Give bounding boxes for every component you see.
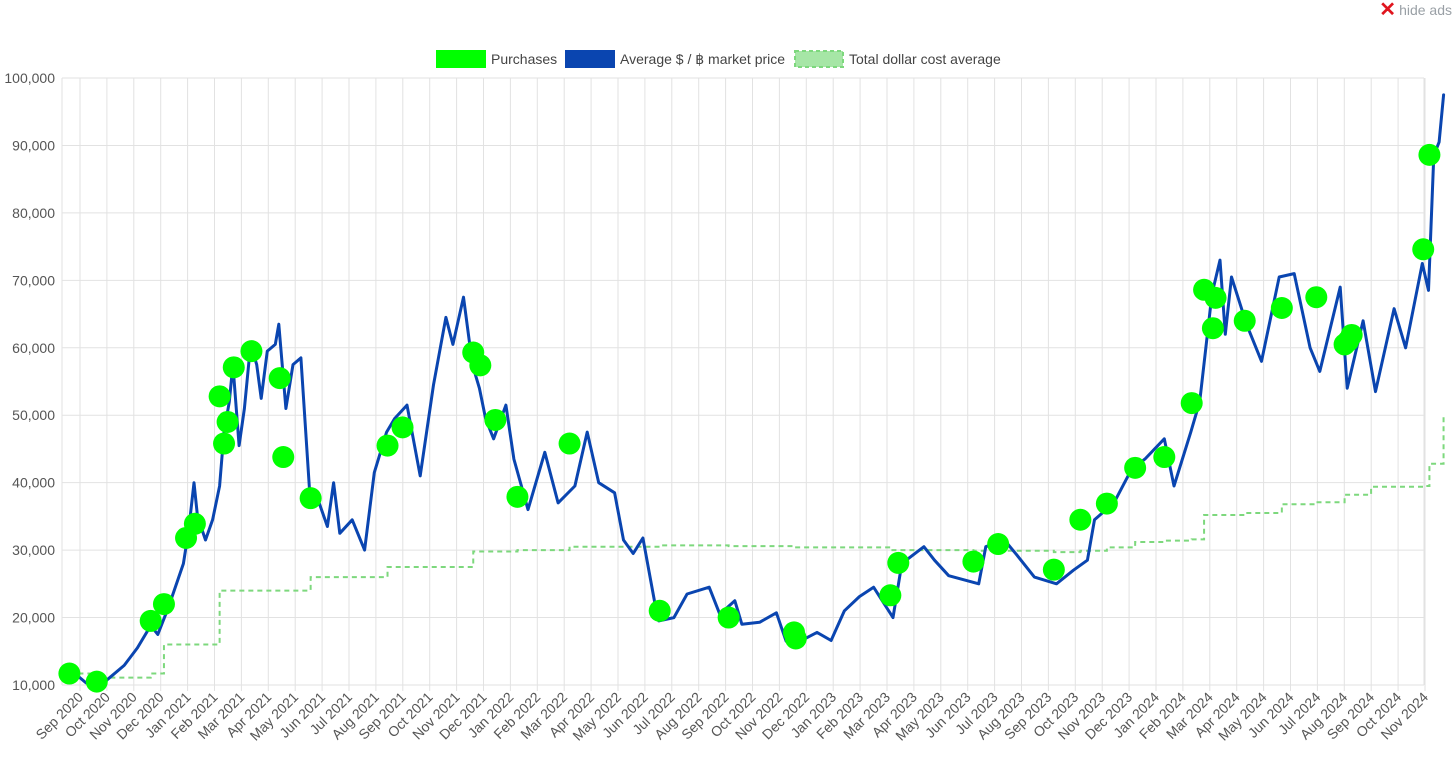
legend-dca-label: Total dollar cost average bbox=[849, 51, 1001, 67]
purchase-point bbox=[1180, 392, 1203, 415]
purchase-point bbox=[208, 385, 231, 408]
legend-dca-swatch bbox=[794, 50, 844, 68]
y-tick-label: 100,000 bbox=[4, 70, 55, 86]
purchase-point bbox=[1124, 456, 1147, 479]
y-tick-label: 40,000 bbox=[12, 475, 55, 491]
purchase-point bbox=[962, 550, 985, 573]
purchase-point bbox=[268, 367, 291, 390]
y-tick-label: 80,000 bbox=[12, 205, 55, 221]
legend-purchases-label: Purchases bbox=[491, 51, 557, 67]
purchase-point bbox=[484, 408, 507, 431]
purchase-point bbox=[987, 533, 1010, 556]
purchase-point bbox=[85, 670, 108, 693]
purchase-point bbox=[222, 356, 245, 379]
legend-purchases-swatch bbox=[436, 50, 486, 68]
purchase-point bbox=[391, 416, 414, 439]
purchase-point bbox=[1233, 309, 1256, 332]
hide-ads-button[interactable]: ✕ hide ads bbox=[1379, 0, 1452, 21]
purchase-point bbox=[558, 432, 581, 455]
y-tick-label: 60,000 bbox=[12, 340, 55, 356]
purchase-point bbox=[1412, 238, 1435, 261]
purchase-point bbox=[1418, 143, 1441, 166]
y-tick-label: 20,000 bbox=[12, 610, 55, 626]
purchase-point bbox=[1153, 446, 1176, 469]
purchase-point bbox=[240, 340, 263, 363]
purchase-points bbox=[58, 143, 1441, 693]
purchase-point bbox=[1204, 286, 1227, 309]
purchase-point bbox=[1270, 296, 1293, 319]
purchase-point bbox=[1201, 317, 1224, 340]
purchase-point bbox=[717, 606, 740, 629]
purchase-point bbox=[469, 354, 492, 377]
y-tick-label: 30,000 bbox=[12, 542, 55, 558]
purchase-point bbox=[58, 662, 81, 685]
purchase-point bbox=[879, 584, 902, 607]
purchase-point bbox=[1095, 492, 1118, 515]
purchase-point bbox=[1042, 558, 1065, 581]
purchase-point bbox=[183, 512, 206, 535]
y-tick-label: 70,000 bbox=[12, 272, 55, 288]
y-tick-label: 10,000 bbox=[12, 677, 55, 693]
purchase-point bbox=[152, 593, 175, 616]
purchase-point bbox=[139, 609, 162, 632]
grid-lines bbox=[61, 77, 1426, 691]
purchase-point bbox=[1340, 323, 1363, 346]
purchase-point bbox=[1305, 286, 1328, 309]
purchase-point bbox=[213, 432, 236, 455]
legend-market-price-swatch bbox=[565, 50, 615, 68]
purchase-point bbox=[376, 434, 399, 457]
dca-line bbox=[69, 417, 1445, 679]
purchase-point bbox=[887, 551, 910, 574]
legend-market-price-label: Average $ / ฿ market price bbox=[620, 51, 785, 67]
hide-ads-label: hide ads bbox=[1399, 2, 1452, 18]
purchase-point bbox=[299, 487, 322, 510]
purchase-point bbox=[272, 446, 295, 469]
purchase-point bbox=[216, 410, 239, 433]
purchase-point bbox=[784, 627, 807, 650]
y-tick-label: 90,000 bbox=[12, 137, 55, 153]
legend: Purchases Average $ / ฿ market price Total… bbox=[436, 50, 1001, 68]
purchase-point bbox=[1069, 508, 1092, 531]
y-tick-label: 50,000 bbox=[12, 407, 55, 423]
purchase-point bbox=[648, 599, 671, 622]
purchase-point bbox=[506, 485, 529, 508]
close-icon[interactable]: ✕ bbox=[1379, 0, 1397, 21]
